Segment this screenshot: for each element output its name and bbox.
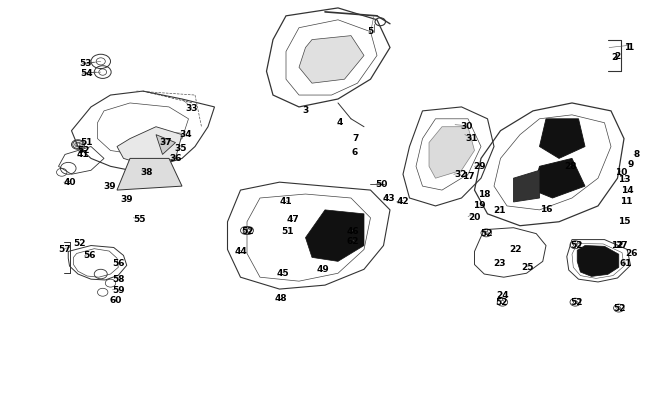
Text: 6: 6 bbox=[351, 148, 358, 157]
Polygon shape bbox=[306, 210, 364, 261]
Text: 4: 4 bbox=[336, 118, 343, 127]
Text: 56: 56 bbox=[83, 251, 96, 260]
Text: 17: 17 bbox=[462, 172, 474, 181]
Text: 45: 45 bbox=[276, 269, 289, 278]
Text: 46: 46 bbox=[346, 227, 359, 236]
Text: 33: 33 bbox=[185, 105, 198, 113]
Text: 52: 52 bbox=[495, 299, 508, 307]
Text: 2: 2 bbox=[611, 53, 618, 62]
Polygon shape bbox=[514, 170, 540, 202]
Text: 13: 13 bbox=[618, 175, 630, 184]
Text: 49: 49 bbox=[317, 265, 330, 274]
Text: 24: 24 bbox=[496, 291, 509, 299]
Polygon shape bbox=[540, 119, 585, 158]
Polygon shape bbox=[117, 158, 182, 190]
Text: 58: 58 bbox=[112, 275, 125, 284]
Text: 14: 14 bbox=[621, 186, 634, 194]
Text: 35: 35 bbox=[174, 144, 187, 153]
Text: 7: 7 bbox=[352, 134, 359, 143]
Text: 52: 52 bbox=[240, 227, 254, 236]
Polygon shape bbox=[577, 246, 619, 276]
Text: 51: 51 bbox=[281, 227, 294, 236]
Text: 34: 34 bbox=[179, 130, 192, 139]
Text: 19: 19 bbox=[473, 201, 486, 209]
Text: 30: 30 bbox=[460, 122, 473, 131]
Text: 52: 52 bbox=[480, 229, 493, 238]
Text: 36: 36 bbox=[169, 154, 182, 163]
Text: 44: 44 bbox=[234, 247, 247, 256]
Text: 23: 23 bbox=[493, 259, 506, 268]
Text: 11: 11 bbox=[619, 198, 632, 206]
Text: 52: 52 bbox=[570, 241, 583, 250]
Text: 28: 28 bbox=[564, 162, 577, 171]
Text: 20: 20 bbox=[468, 213, 481, 222]
Text: 15: 15 bbox=[618, 217, 630, 226]
Text: 41: 41 bbox=[77, 150, 90, 159]
Text: 62: 62 bbox=[346, 237, 359, 246]
Text: 52: 52 bbox=[73, 239, 86, 248]
Text: 55: 55 bbox=[133, 215, 146, 224]
Text: 41: 41 bbox=[280, 198, 292, 206]
Text: 31: 31 bbox=[465, 134, 478, 143]
Text: 42: 42 bbox=[396, 198, 410, 206]
Text: 10: 10 bbox=[614, 168, 627, 177]
Text: 12: 12 bbox=[611, 241, 624, 250]
Text: 39: 39 bbox=[103, 182, 116, 190]
Text: 51: 51 bbox=[80, 138, 93, 147]
Text: 8: 8 bbox=[634, 150, 640, 159]
Text: 25: 25 bbox=[521, 263, 534, 272]
Text: 39: 39 bbox=[120, 196, 133, 204]
Text: 40: 40 bbox=[64, 178, 77, 187]
Text: 2: 2 bbox=[614, 52, 621, 61]
Text: 52: 52 bbox=[613, 305, 626, 313]
Text: 61: 61 bbox=[619, 259, 632, 268]
Text: 3: 3 bbox=[302, 107, 309, 115]
Text: 9: 9 bbox=[627, 160, 634, 169]
Text: 54: 54 bbox=[80, 69, 93, 78]
Text: 38: 38 bbox=[140, 168, 153, 177]
Text: 29: 29 bbox=[473, 162, 486, 171]
Text: 21: 21 bbox=[493, 206, 506, 215]
Polygon shape bbox=[429, 127, 474, 178]
Text: 53: 53 bbox=[79, 59, 92, 68]
Text: 1: 1 bbox=[624, 43, 630, 52]
Text: 16: 16 bbox=[540, 206, 552, 214]
Text: 26: 26 bbox=[625, 249, 638, 258]
Text: 5: 5 bbox=[367, 27, 374, 36]
Text: 43: 43 bbox=[382, 194, 395, 202]
Text: 50: 50 bbox=[375, 180, 388, 188]
Text: 1: 1 bbox=[627, 43, 634, 52]
Text: 57: 57 bbox=[58, 245, 72, 254]
Polygon shape bbox=[299, 36, 364, 83]
Text: 27: 27 bbox=[616, 241, 629, 250]
Polygon shape bbox=[156, 135, 176, 154]
Text: 52: 52 bbox=[77, 146, 90, 155]
Polygon shape bbox=[117, 127, 182, 166]
Text: 37: 37 bbox=[159, 138, 172, 147]
Text: 32: 32 bbox=[454, 170, 467, 179]
Text: 22: 22 bbox=[509, 245, 522, 254]
Text: 48: 48 bbox=[274, 295, 287, 303]
Text: 56: 56 bbox=[112, 259, 125, 268]
Text: 18: 18 bbox=[478, 190, 491, 198]
Text: 59: 59 bbox=[112, 286, 125, 295]
Polygon shape bbox=[533, 158, 585, 198]
Text: 52: 52 bbox=[570, 299, 583, 307]
Text: 60: 60 bbox=[109, 297, 122, 305]
Text: 47: 47 bbox=[286, 215, 299, 224]
